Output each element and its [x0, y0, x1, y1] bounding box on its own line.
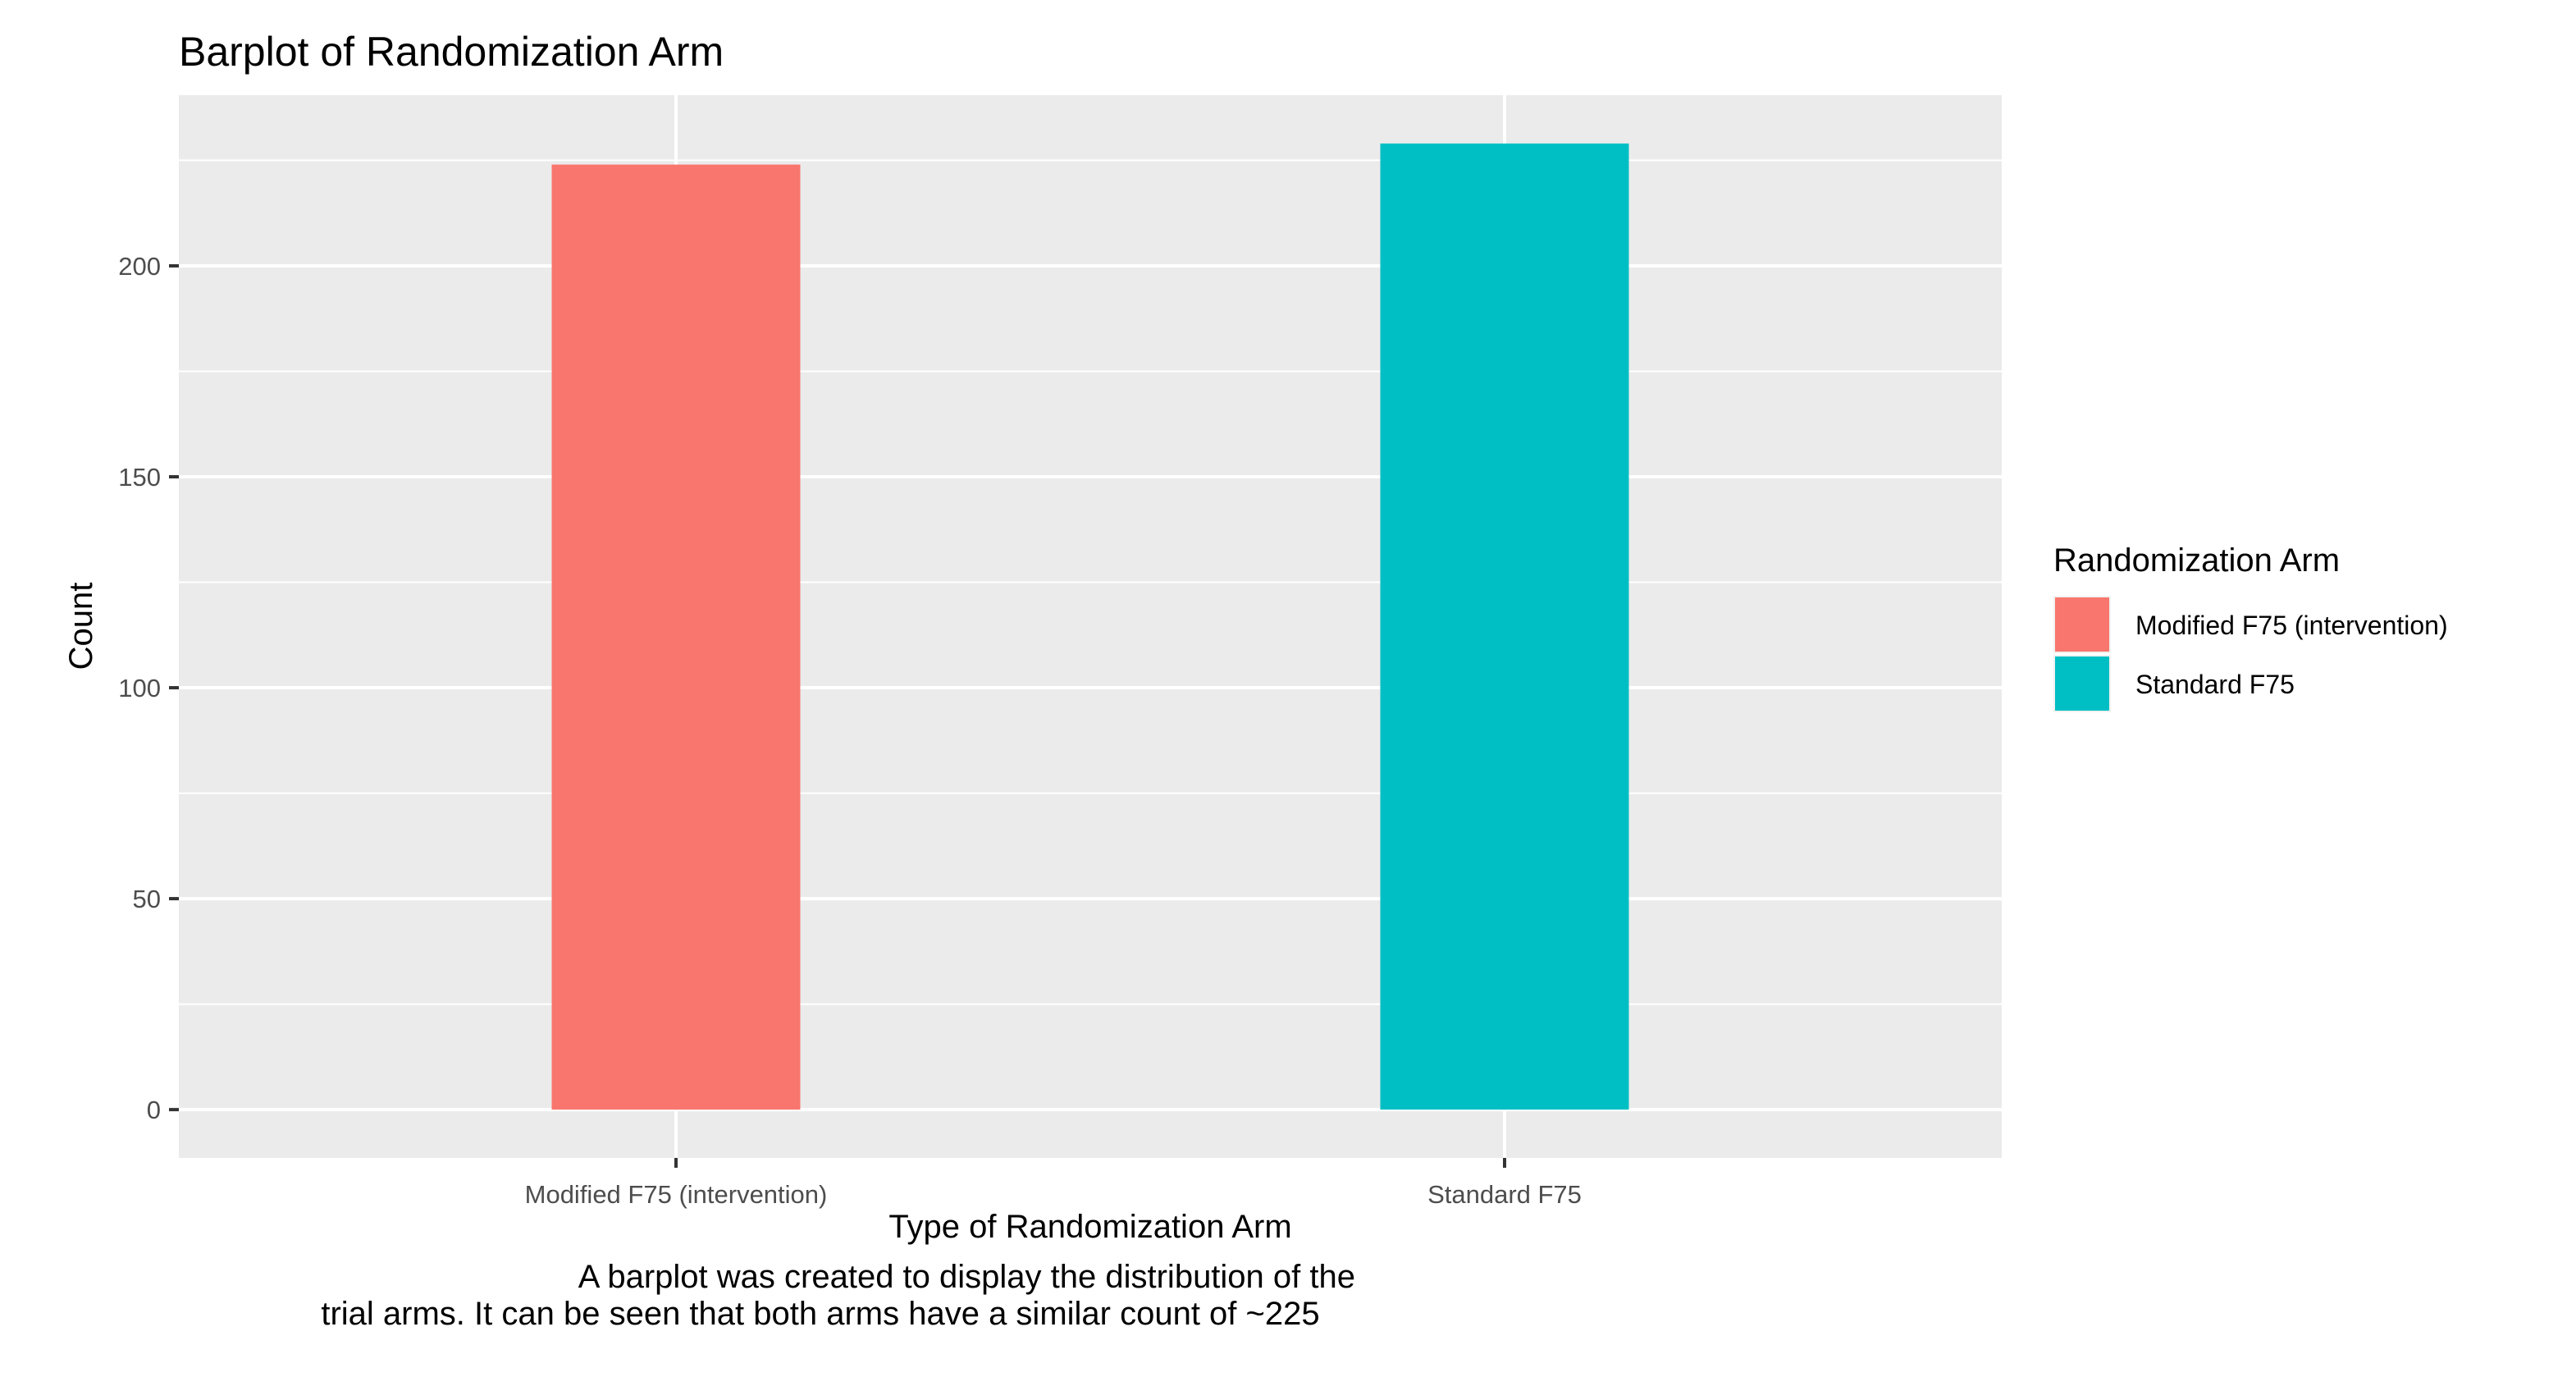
plot-panel: [179, 95, 2002, 1158]
y-tick-label: 200: [118, 252, 161, 281]
y-tick-label: 150: [118, 463, 161, 492]
legend-swatch-0: [2055, 597, 2109, 652]
legend-swatch-1: [2055, 657, 2109, 711]
caption-line-2: trial arms. It can be seen that both arm…: [321, 1296, 1319, 1332]
x-tick-label: Standard F75: [1427, 1180, 1582, 1209]
y-tick-label: 50: [133, 885, 161, 913]
x-tick-label: Modified F75 (intervention): [525, 1180, 828, 1209]
y-axis: 0 50 100 150 200: [118, 252, 179, 1124]
bars: [551, 143, 1629, 1110]
legend-label-0: Modified F75 (intervention): [2135, 611, 2448, 640]
x-axis-title: Type of Randomization Arm: [888, 1209, 1291, 1245]
bar-0: [551, 164, 801, 1110]
legend-label-1: Standard F75: [2135, 670, 2295, 699]
legend-title: Randomization Arm: [2053, 542, 2340, 579]
bar-1: [1380, 143, 1629, 1110]
minor-gridlines: [179, 159, 2002, 1005]
y-tick-label: 100: [118, 674, 161, 702]
caption-line-1: A barplot was created to display the dis…: [578, 1259, 1355, 1295]
x-axis: Modified F75 (intervention) Standard F75: [525, 1158, 1582, 1209]
y-axis-title: Count: [63, 583, 99, 670]
y-tick-label: 0: [147, 1096, 161, 1124]
legend: Randomization Arm Modified F75 (interven…: [2053, 542, 2448, 712]
chart-title: Barplot of Randomization Arm: [179, 29, 724, 75]
